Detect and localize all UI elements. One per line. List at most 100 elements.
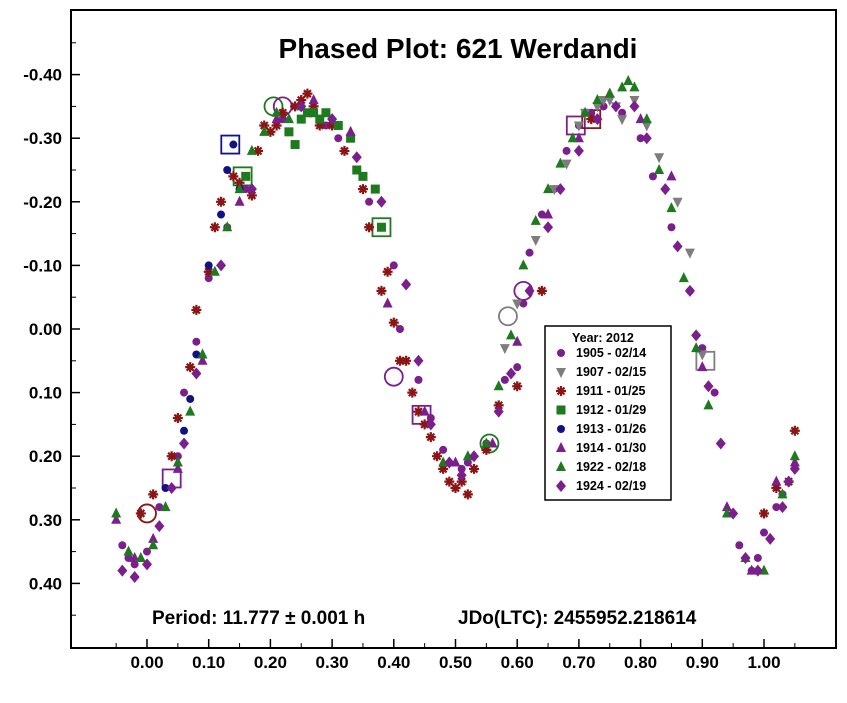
- y-tick-label: 0.20: [29, 447, 62, 466]
- data-point-1914-01-30: [382, 297, 393, 308]
- data-point-1905-02-14: [537, 210, 546, 219]
- data-point-1905-02-14: [735, 541, 744, 550]
- data-point-1911-01-25: [185, 362, 196, 373]
- data-point-1905-02-14: [525, 248, 534, 257]
- data-point-1905-02-14: [118, 541, 127, 550]
- data-point-1911-01-25: [265, 126, 276, 137]
- data-point-1911-01-25: [314, 120, 325, 131]
- chart-title: Phased Plot: 621 Werdandi: [279, 33, 638, 64]
- data-point-1913-01-26: [161, 484, 170, 492]
- data-point-1907-02-15: [684, 248, 695, 259]
- data-point-1924-02-19: [179, 437, 190, 450]
- data-point-1911-01-25: [382, 266, 393, 277]
- data-point-1911-01-25: [357, 184, 368, 195]
- data-point-1922-02-18: [185, 405, 196, 416]
- data-point-1924-02-19: [783, 475, 794, 488]
- data-point-1922-02-18: [259, 125, 270, 136]
- data-point-1905-02-14: [710, 388, 719, 397]
- data-point-1911-01-25: [469, 463, 480, 474]
- legend-label: 1912 - 01/29: [576, 403, 646, 417]
- data-point-1924-02-19: [684, 284, 695, 297]
- data-point-1924-02-19: [154, 520, 165, 533]
- data-point-1914-01-30: [789, 456, 800, 467]
- x-tick-label: 0.00: [130, 653, 163, 672]
- data-point-1911-01-25: [166, 451, 177, 462]
- data-point-1924-02-19: [610, 100, 621, 113]
- data-point-1924-02-19: [216, 259, 227, 272]
- data-point-1911-01-25: [771, 483, 782, 493]
- highlight-ring: [498, 306, 518, 327]
- data-point-1922-02-18: [617, 81, 628, 92]
- data-point-1913-01-26: [204, 261, 213, 270]
- data-point-1922-02-18: [123, 545, 134, 556]
- data-point-1914-01-30: [543, 208, 554, 219]
- data-point-1914-01-30: [308, 94, 319, 105]
- data-point-1924-02-19: [456, 469, 467, 482]
- data-point-1922-02-18: [308, 106, 319, 117]
- data-point-1914-01-30: [512, 335, 523, 346]
- data-point-1924-02-19: [543, 221, 554, 234]
- data-point-1924-02-19: [592, 113, 603, 126]
- data-point-1924-02-19: [506, 367, 517, 380]
- data-point-1907-02-15: [672, 197, 683, 208]
- data-point-1922-02-18: [493, 380, 504, 391]
- data-point-1922-02-18: [234, 183, 245, 194]
- highlight-ring: [383, 366, 404, 387]
- legend-title: Year: 2012: [572, 331, 634, 345]
- data-point-1905-02-14: [500, 375, 509, 384]
- jdo-annotation: JDo(LTC): 2455952.218614: [458, 608, 697, 629]
- data-point-1924-02-19: [444, 456, 455, 469]
- data-point-1911-01-25: [339, 145, 350, 156]
- data-point-1911-01-25: [789, 425, 800, 436]
- data-point-1924-02-19: [413, 354, 424, 367]
- data-point-1924-02-19: [296, 100, 307, 113]
- data-point-1914-01-30: [197, 354, 208, 365]
- data-point-1912-01-29: [376, 222, 386, 232]
- data-point-1911-01-25: [246, 190, 257, 201]
- data-point-1905-02-14: [334, 134, 343, 143]
- x-tick-label: 0.60: [501, 653, 534, 672]
- data-point-1913-01-26: [223, 166, 232, 174]
- data-point-1905-02-14: [130, 560, 139, 569]
- data-point-1924-02-19: [425, 418, 436, 431]
- data-point-1912-01-29: [358, 171, 368, 181]
- data-point-1924-02-19: [777, 501, 788, 514]
- data-point-1911-01-25: [493, 400, 504, 411]
- data-point-1922-02-18: [555, 157, 566, 168]
- data-point-1905-02-14: [618, 108, 627, 117]
- data-point-1912-01-29: [284, 127, 294, 137]
- data-point-1922-02-18: [518, 259, 529, 270]
- data-point-1911-01-25: [536, 285, 547, 296]
- x-tick-label: 0.40: [377, 653, 410, 672]
- data-point-1911-01-25: [191, 304, 202, 315]
- data-point-1911-01-25: [172, 413, 183, 424]
- data-point-1911-01-25: [277, 107, 288, 118]
- data-point-1905-02-14: [143, 547, 151, 556]
- data-point-1922-02-18: [172, 456, 183, 467]
- data-point-1914-01-30: [271, 113, 282, 124]
- y-axis: -0.40 -0.30 -0.20 -0.10 0.00 0.10 0.20 0.30 0.40: [23, 42, 80, 616]
- x-tick-label: 0.30: [316, 653, 349, 672]
- data-point-1905-02-14: [278, 115, 287, 124]
- data-point-1913-01-26: [229, 140, 238, 149]
- data-point-1914-01-30: [234, 195, 245, 206]
- data-point-1922-02-18: [777, 488, 788, 499]
- legend-marker: [556, 386, 566, 396]
- data-point-1924-02-19: [641, 132, 652, 145]
- data-point-1924-02-19: [166, 482, 177, 494]
- data-point-1911-01-25: [444, 476, 455, 487]
- data-point-1922-02-18: [678, 272, 689, 283]
- data-point-1911-01-25: [394, 355, 405, 366]
- data-point-1905-02-14: [426, 414, 435, 423]
- data-point-1905-02-14: [155, 503, 164, 512]
- data-point-1905-02-14: [587, 108, 596, 117]
- y-tick-label: 0.10: [29, 384, 62, 403]
- data-point-1924-02-19: [351, 151, 362, 164]
- x-tick-label: 0.50: [439, 653, 472, 672]
- data-point-1924-02-19: [740, 551, 751, 564]
- data-point-1924-02-19: [691, 329, 702, 342]
- data-point-1905-02-14: [439, 445, 448, 454]
- data-point-1911-01-25: [407, 387, 418, 398]
- data-point-1905-02-14: [562, 146, 571, 155]
